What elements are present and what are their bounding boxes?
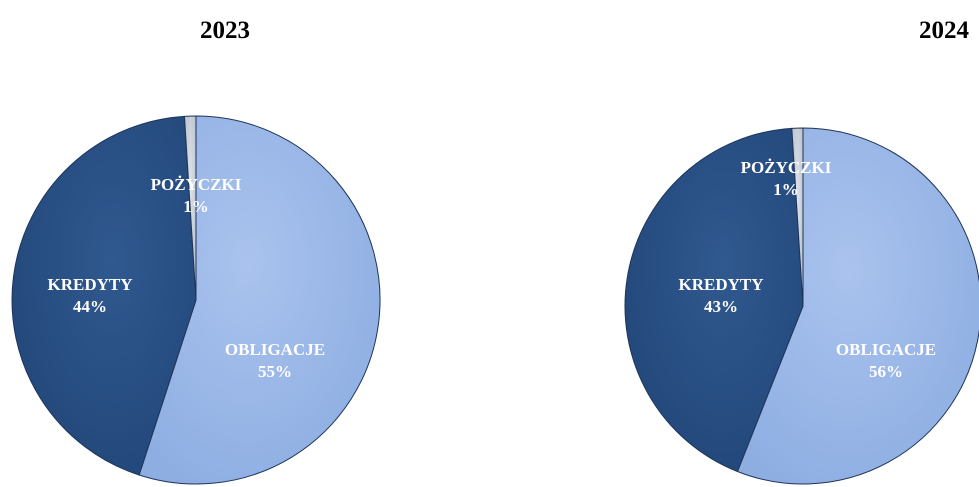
slice-label-pozyczki-2023: POŻYCZKI	[151, 175, 242, 194]
chart-title-2024: 2024	[919, 17, 970, 44]
slice-value-pozyczki-2024: 1%	[773, 180, 799, 199]
slice-value-kredyty-2024: 43%	[704, 297, 738, 316]
slice-value-obligacje-2024: 56%	[869, 362, 903, 381]
pie-slice-kredyty-2024	[624, 127, 804, 473]
slice-value-obligacje-2023: 55%	[258, 362, 292, 381]
slice-value-pozyczki-2023: 1%	[183, 197, 209, 216]
chart-title-2023: 2023	[200, 17, 250, 44]
slice-value-kredyty-2023: 44%	[73, 297, 107, 316]
slice-label-kredyty-2024: KREDYTY	[678, 275, 763, 294]
slice-label-obligacje-2024: OBLIGACJE	[836, 340, 936, 359]
pie-slice-pozyczki-2023	[183, 115, 197, 301]
pie-slice-obligacje-2024	[736, 127, 979, 485]
pie-chart-2024: OBLIGACJE 56% KREDYTY 43% POŻYCZKI 1% 2024	[624, 17, 979, 485]
pie-chart-2023: OBLIGACJE 55% KREDYTY 44% POŻYCZKI 1% 2023	[11, 17, 381, 485]
slice-label-pozyczki-2024: POŻYCZKI	[741, 158, 832, 177]
pie-slice-kredyty-2023	[11, 115, 197, 476]
slice-label-kredyty-2023: KREDYTY	[47, 275, 132, 294]
pie-slice-obligacje-2023	[138, 115, 381, 485]
pie-slice-pozyczki-2024	[791, 127, 804, 307]
slice-label-obligacje-2023: OBLIGACJE	[225, 340, 325, 359]
